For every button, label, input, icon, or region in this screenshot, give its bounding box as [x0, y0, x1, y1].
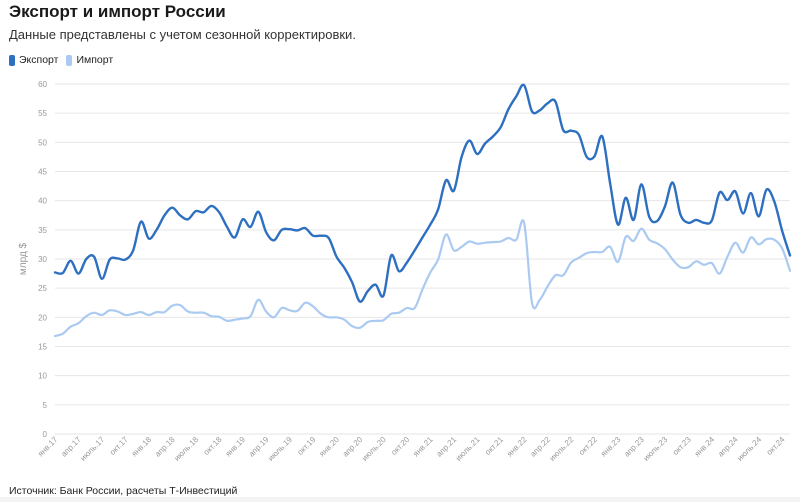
series-line-import — [53, 219, 792, 338]
x-tick-label: янв.22 — [505, 435, 529, 459]
y-tick-label: 55 — [38, 109, 47, 118]
chart-title: Экспорт и импорт России — [9, 2, 226, 21]
x-tick-label: янв.23 — [599, 435, 623, 459]
x-tick-label: янв.17 — [36, 435, 60, 459]
bottom-bar — [0, 497, 800, 502]
x-tick-label: окт.20 — [389, 435, 411, 457]
y-tick-label: 0 — [43, 430, 48, 439]
x-tick-label: янв.18 — [130, 435, 154, 459]
y-tick-label: 15 — [38, 343, 47, 352]
y-tick-label: 10 — [38, 372, 47, 381]
y-tick-label: 5 — [43, 401, 48, 410]
legend-label-import: Импорт — [76, 54, 114, 66]
x-tick-label: июль.17 — [79, 435, 107, 463]
x-tick-label: июль.19 — [266, 435, 294, 463]
x-tick-label: июль.23 — [642, 435, 670, 463]
legend-swatch-import — [66, 54, 73, 66]
y-tick-label: 25 — [38, 284, 47, 293]
chart-subtitle: Данные представлены с учетом сезонной ко… — [9, 27, 356, 42]
x-tick-label: июль.24 — [735, 435, 763, 463]
y-tick-label: 40 — [38, 197, 47, 206]
chart-legend: Экспорт Импорт — [9, 54, 113, 66]
y-tick-label: 60 — [38, 80, 47, 89]
source-note: Источник: Банк России, расчеты Т-Инвести… — [9, 485, 238, 497]
x-tick-label: окт.22 — [577, 435, 599, 457]
x-tick-label: окт.19 — [296, 435, 318, 457]
x-tick-label: янв.21 — [411, 435, 435, 459]
x-tick-label: окт.21 — [483, 435, 505, 457]
y-tick-label: 30 — [38, 255, 47, 264]
y-axis-label: млрд $ — [18, 242, 29, 275]
legend-item-export[interactable]: Экспорт — [9, 54, 58, 66]
x-tick-label: июль.22 — [548, 435, 576, 463]
y-tick-label: 50 — [38, 138, 47, 147]
x-tick-label: янв.20 — [317, 435, 341, 459]
x-tick-label: окт.24 — [765, 435, 787, 457]
x-tick-label: июль.21 — [454, 435, 482, 463]
x-tick-label: окт.23 — [671, 435, 693, 457]
series-line-export — [53, 83, 792, 303]
y-tick-label: 20 — [38, 313, 47, 322]
y-tick-label: 45 — [38, 168, 47, 177]
y-tick-label: 35 — [38, 226, 47, 235]
x-tick-label: июль.20 — [360, 435, 388, 463]
legend-item-import[interactable]: Импорт — [66, 54, 113, 66]
x-tick-label: окт.18 — [202, 435, 224, 457]
legend-label-export: Экспорт — [19, 54, 59, 66]
x-tick-label: июль.18 — [172, 435, 200, 463]
x-tick-label: янв.24 — [693, 435, 717, 459]
x-tick-label: янв.19 — [224, 435, 248, 459]
x-tick-label: окт.17 — [108, 435, 130, 457]
legend-swatch-export — [9, 54, 15, 66]
